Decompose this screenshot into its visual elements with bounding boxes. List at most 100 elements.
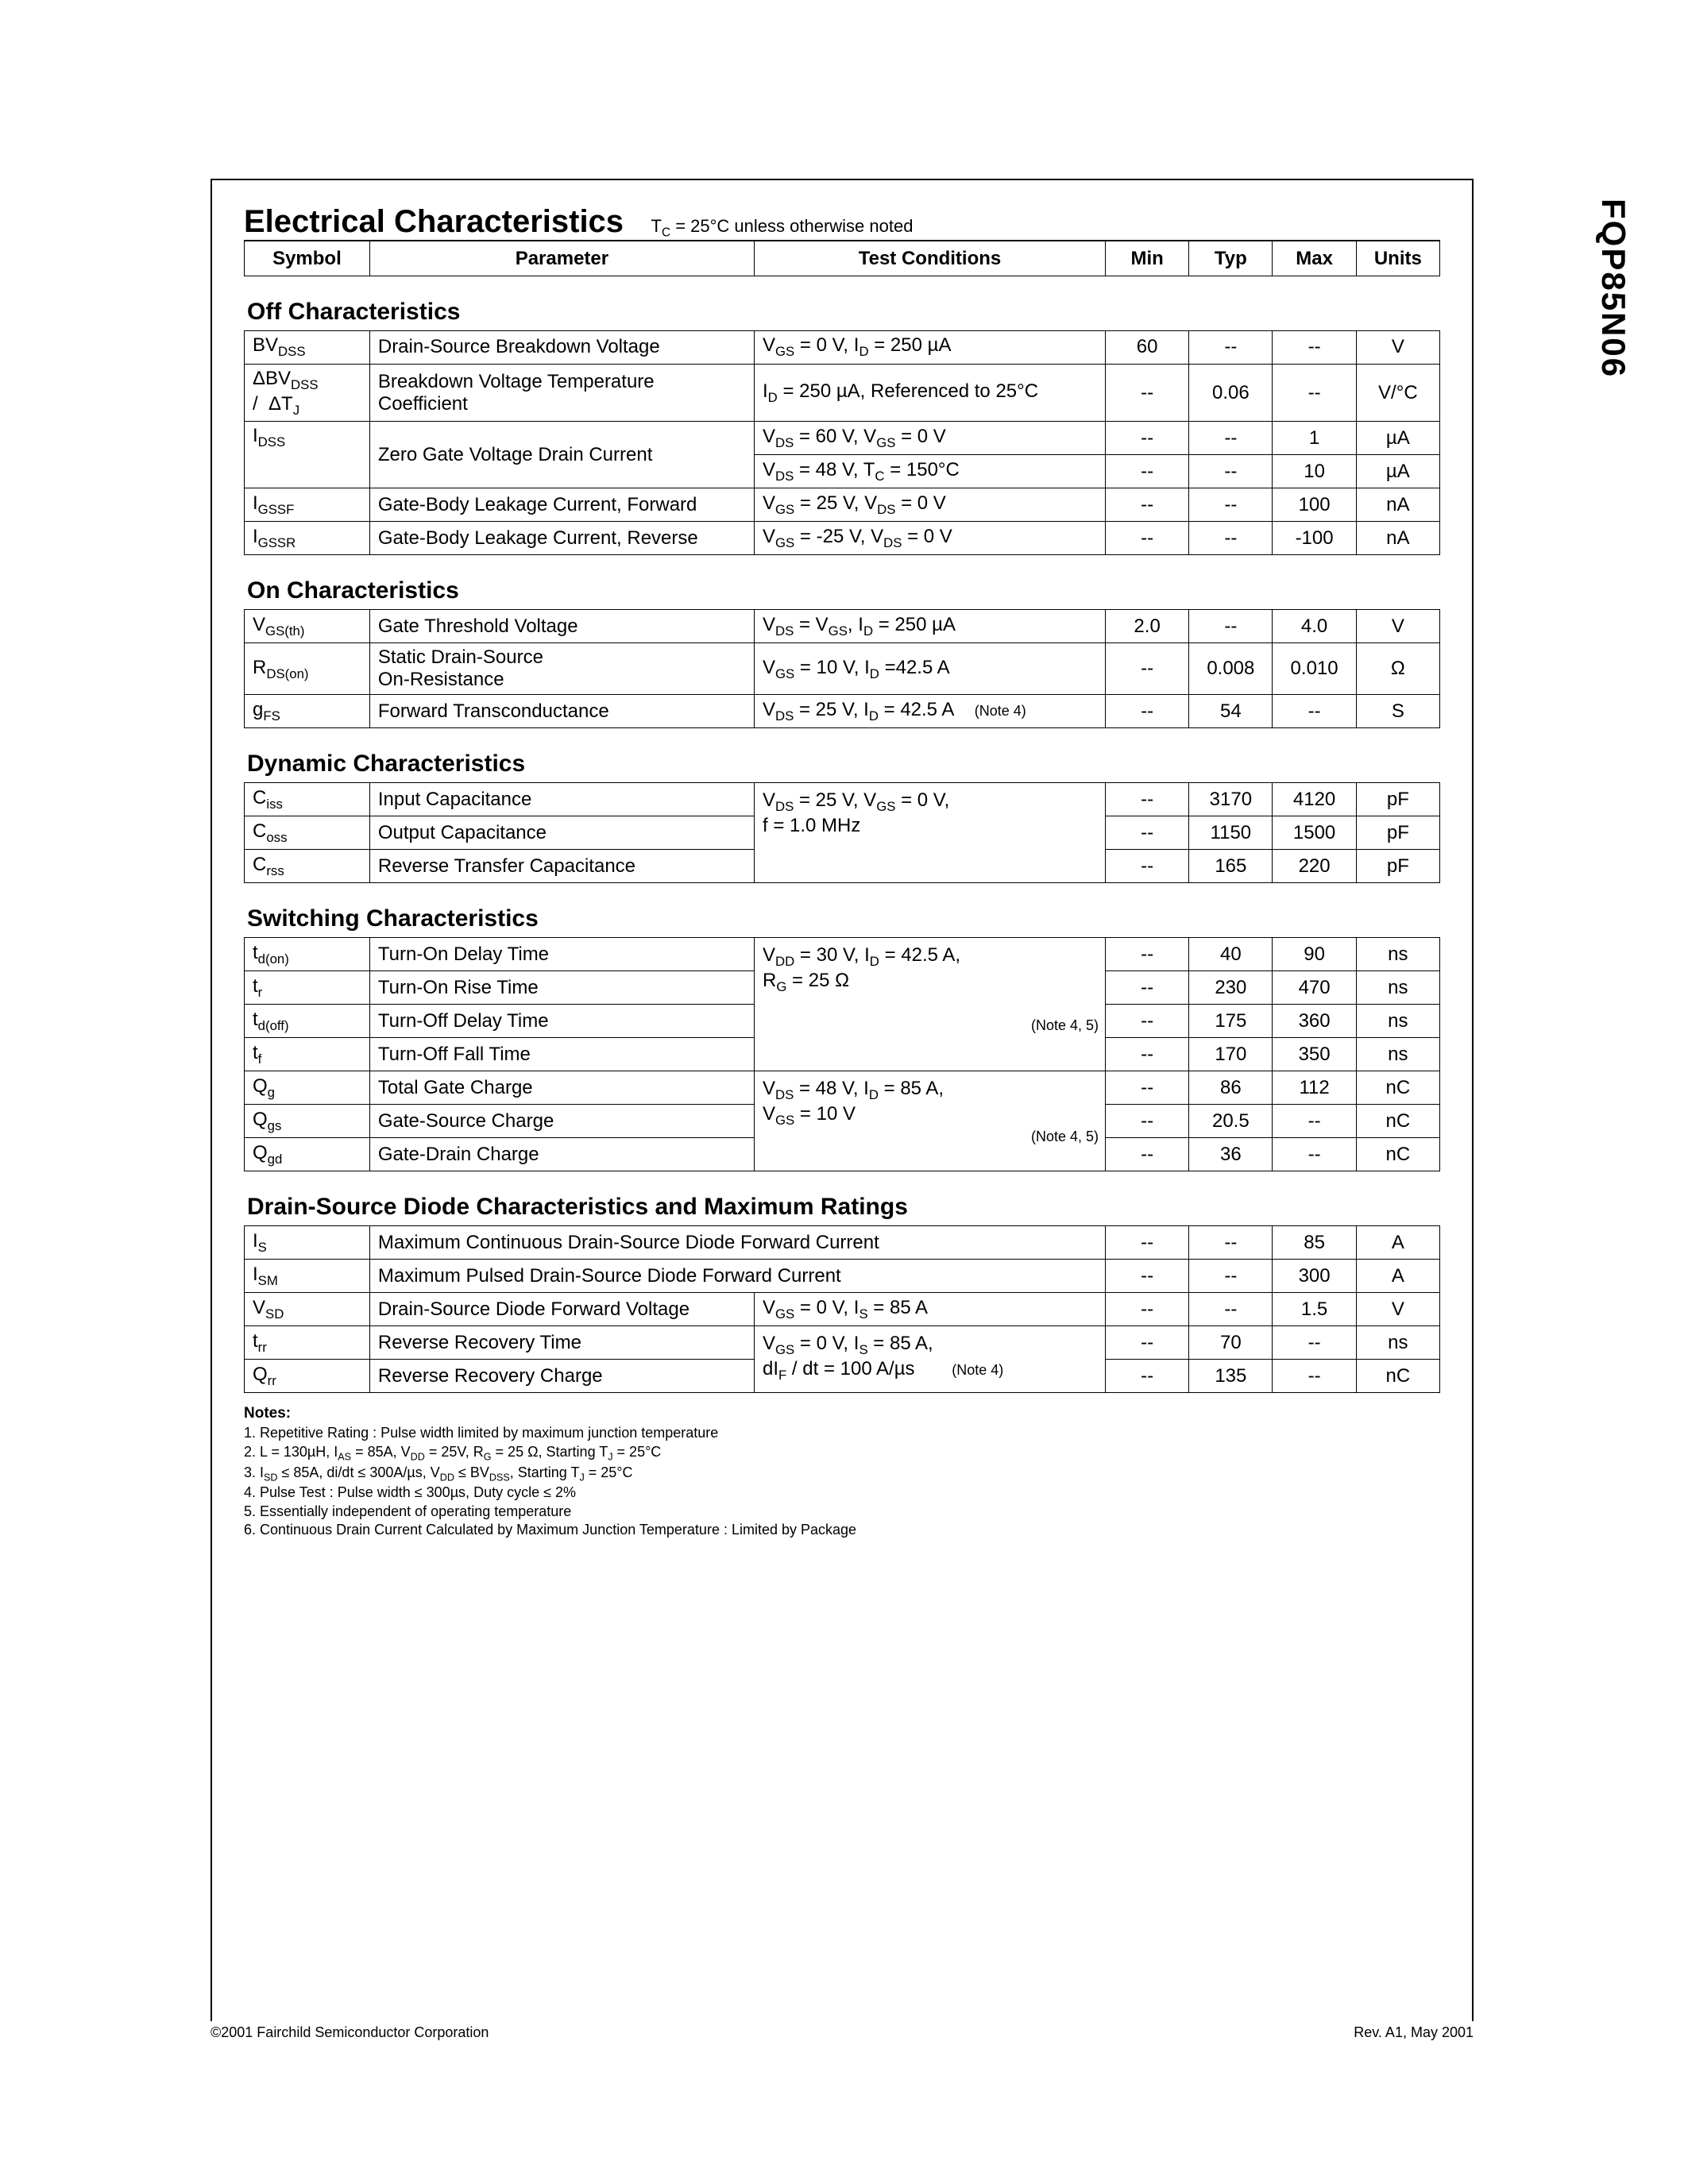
cell-unit: pF [1356, 850, 1439, 883]
cell-symbol: IGSSF [245, 488, 370, 522]
cell-min: -- [1106, 1138, 1189, 1171]
cell-typ: 0.008 [1189, 643, 1273, 695]
cell-conditions: VGS = 0 V, IS = 85 A,dIF / dt = 100 A/µs… [754, 1326, 1105, 1393]
cell-typ: 230 [1189, 971, 1273, 1005]
cell-symbol: IGSSR [245, 522, 370, 555]
cell-symbol: td(on) [245, 938, 370, 971]
cell-typ: -- [1189, 488, 1273, 522]
cell-max: 112 [1273, 1071, 1356, 1105]
table-row: trrReverse Recovery TimeVGS = 0 V, IS = … [245, 1326, 1440, 1360]
cell-typ: 165 [1189, 850, 1273, 883]
table-row: td(on)Turn-On Delay TimeVDD = 30 V, ID =… [245, 938, 1440, 971]
cell-parameter: Total Gate Charge [369, 1071, 754, 1105]
cell-symbol: Qgs [245, 1105, 370, 1138]
cell-unit: µA [1356, 455, 1439, 488]
cell-parameter: Turn-On Delay Time [369, 938, 754, 971]
cell-max: 100 [1273, 488, 1356, 522]
cell-unit: Ω [1356, 643, 1439, 695]
note-line: 1. Repetitive Rating : Pulse width limit… [244, 1424, 1440, 1442]
cell-min: -- [1106, 1360, 1189, 1393]
cell-max: -- [1273, 1360, 1356, 1393]
table-row: ΔBVDSS/ ΔTJBreakdown Voltage Temperature… [245, 364, 1440, 422]
cell-conditions: VDS = 25 V, VGS = 0 V,f = 1.0 MHz [754, 783, 1105, 883]
cell-max: 220 [1273, 850, 1356, 883]
page-frame: Electrical Characteristics TC = 25°C unl… [211, 179, 1474, 2021]
cell-max: -100 [1273, 522, 1356, 555]
cell-min: -- [1106, 1005, 1189, 1038]
cell-typ: 135 [1189, 1360, 1273, 1393]
cell-max: -- [1273, 695, 1356, 728]
cell-max: -- [1273, 1326, 1356, 1360]
table-row: ISMMaximum Pulsed Drain-Source Diode For… [245, 1260, 1440, 1293]
col-header-conditions: Test Conditions [754, 241, 1105, 276]
cell-parameter: Breakdown Voltage Temperature Coefficien… [369, 364, 754, 422]
table-row: IGSSRGate-Body Leakage Current, ReverseV… [245, 522, 1440, 555]
cell-max: 1 [1273, 422, 1356, 455]
table-row: CissInput CapacitanceVDS = 25 V, VGS = 0… [245, 783, 1440, 816]
spec-table: VGS(th)Gate Threshold VoltageVDS = VGS, … [244, 609, 1440, 728]
cell-typ: 20.5 [1189, 1105, 1273, 1138]
cell-parameter: Gate-Drain Charge [369, 1138, 754, 1171]
cell-unit: pF [1356, 783, 1439, 816]
cell-unit: nA [1356, 488, 1439, 522]
cell-symbol: Ciss [245, 783, 370, 816]
spec-table: ISMaximum Continuous Drain-Source Diode … [244, 1225, 1440, 1393]
cell-min: -- [1106, 1326, 1189, 1360]
cell-unit: nC [1356, 1360, 1439, 1393]
col-header-min: Min [1106, 241, 1189, 276]
cell-typ: 3170 [1189, 783, 1273, 816]
cell-unit: nC [1356, 1105, 1439, 1138]
cell-typ: 0.06 [1189, 364, 1273, 422]
cell-typ: 1150 [1189, 816, 1273, 850]
cell-min: -- [1106, 695, 1189, 728]
cell-typ: 54 [1189, 695, 1273, 728]
cell-parameter: Drain-Source Diode Forward Voltage [369, 1293, 754, 1326]
cell-conditions: VGS = -25 V, VDS = 0 V [754, 522, 1105, 555]
cell-typ: 40 [1189, 938, 1273, 971]
table-row: IGSSFGate-Body Leakage Current, ForwardV… [245, 488, 1440, 522]
col-header-parameter: Parameter [369, 241, 754, 276]
cell-conditions: VDS = 48 V, ID = 85 A,VGS = 10 V(Note 4,… [754, 1071, 1105, 1171]
cell-min: -- [1106, 1293, 1189, 1326]
title-condition: TC = 25°C unless otherwise noted [651, 216, 914, 240]
cell-typ: 175 [1189, 1005, 1273, 1038]
cell-parameter: Turn-Off Fall Time [369, 1038, 754, 1071]
col-header-typ: Typ [1189, 241, 1273, 276]
cell-min: -- [1106, 971, 1189, 1005]
cell-min: -- [1106, 816, 1189, 850]
cell-typ: 170 [1189, 1038, 1273, 1071]
page-footer: ©2001 Fairchild Semiconductor Corporatio… [211, 2020, 1474, 2041]
cell-symbol: Crss [245, 850, 370, 883]
cell-min: -- [1106, 364, 1189, 422]
cell-min: -- [1106, 422, 1189, 455]
note-line: 2. L = 130µH, IAS = 85A, VDD = 25V, RG =… [244, 1443, 1440, 1464]
cell-typ: -- [1189, 610, 1273, 643]
cell-max: 4.0 [1273, 610, 1356, 643]
cell-unit: V [1356, 610, 1439, 643]
section-title: Dynamic Characteristics [247, 751, 1440, 778]
cell-typ: -- [1189, 1260, 1273, 1293]
cell-max: 470 [1273, 971, 1356, 1005]
sections-container: Off CharacteristicsBVDSSDrain-Source Bre… [244, 299, 1440, 1394]
cell-symbol: ISM [245, 1260, 370, 1293]
note-line: 5. Essentially independent of operating … [244, 1503, 1440, 1521]
cell-typ: -- [1189, 330, 1273, 364]
cell-typ: 70 [1189, 1326, 1273, 1360]
cell-unit: nA [1356, 522, 1439, 555]
cell-typ: -- [1189, 1293, 1273, 1326]
col-header-max: Max [1273, 241, 1356, 276]
cell-symbol: Qrr [245, 1360, 370, 1393]
cell-max: -- [1273, 1105, 1356, 1138]
cell-parameter: Gate Threshold Voltage [369, 610, 754, 643]
cell-conditions: VGS = 10 V, ID =42.5 A [754, 643, 1105, 695]
cell-conditions: ID = 250 µA, Referenced to 25°C [754, 364, 1105, 422]
cell-parameter: Forward Transconductance [369, 695, 754, 728]
cell-conditions: VDS = 48 V, TC = 150°C [754, 455, 1105, 488]
cell-typ: -- [1189, 1226, 1273, 1260]
cell-unit: ns [1356, 1326, 1439, 1360]
note-line: 6. Continuous Drain Current Calculated b… [244, 1521, 1440, 1539]
cell-parameter: Zero Gate Voltage Drain Current [369, 422, 754, 488]
cell-unit: ns [1356, 1038, 1439, 1071]
col-header-symbol: Symbol [245, 241, 370, 276]
cell-parameter: Maximum Continuous Drain-Source Diode Fo… [369, 1226, 1105, 1260]
